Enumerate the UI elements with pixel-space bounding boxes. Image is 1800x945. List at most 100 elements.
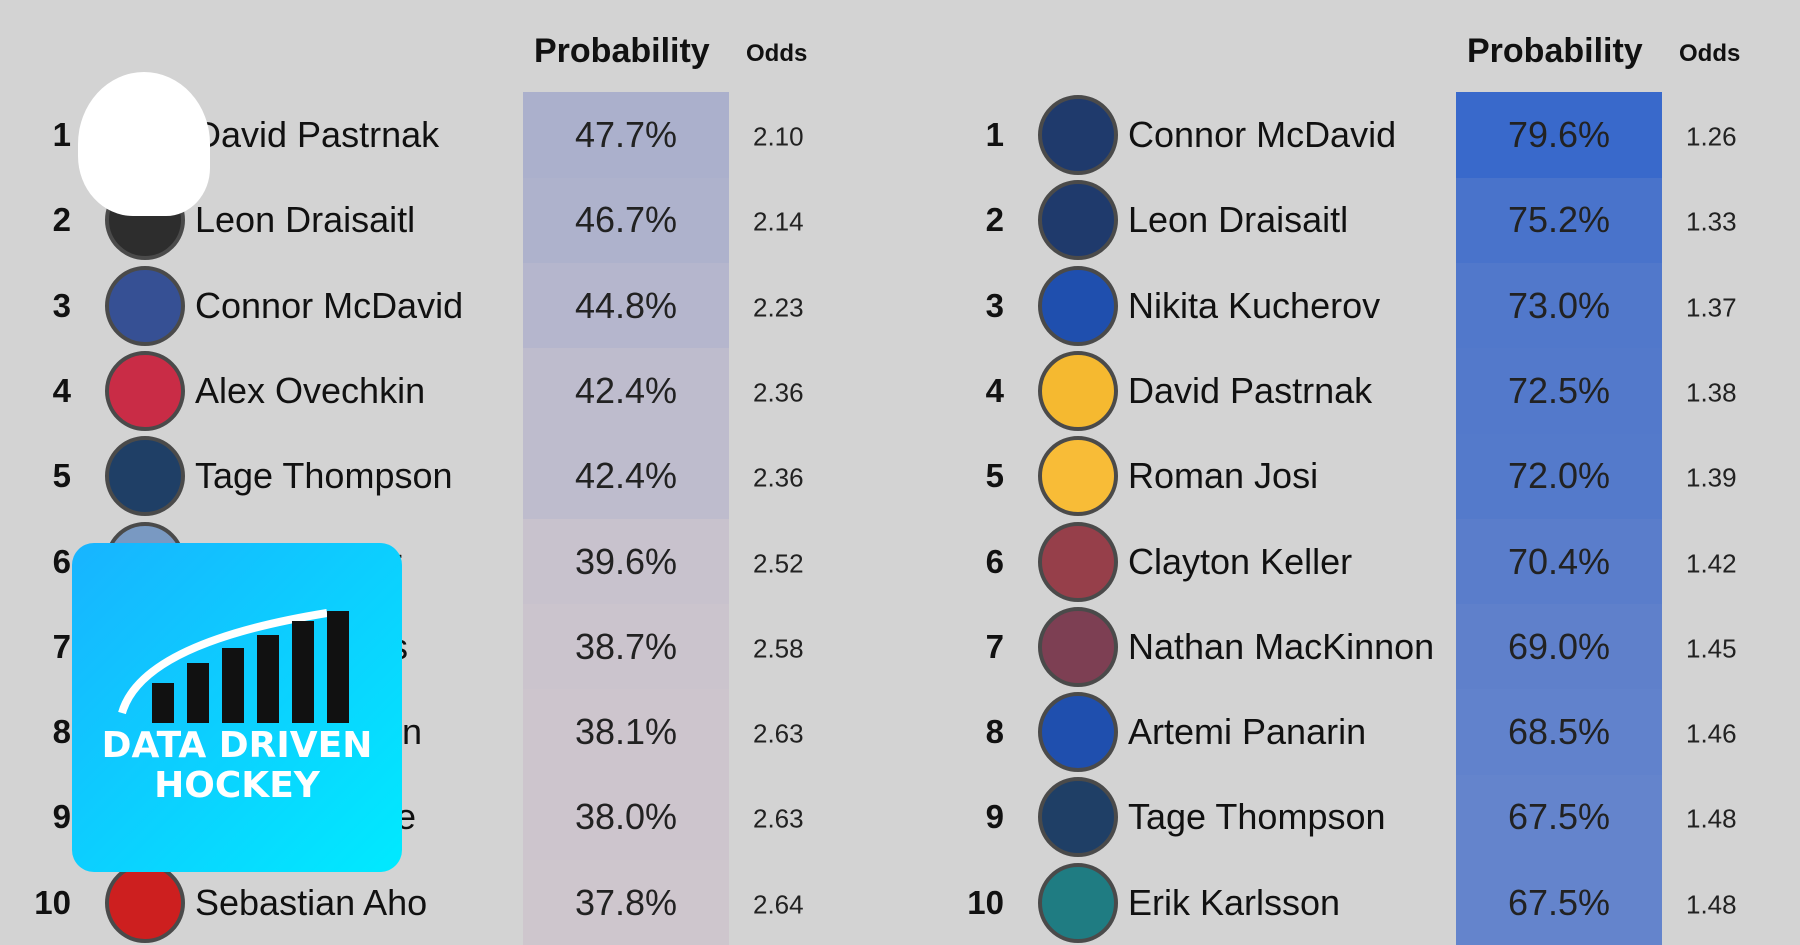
odds: 1.48 — [1686, 803, 1737, 834]
probability: 72.0% — [1507, 455, 1611, 497]
odds: 2.14 — [753, 206, 804, 237]
team-logo — [105, 265, 185, 346]
probability-cell — [1456, 518, 1662, 605]
player-name: Roman Josi — [1128, 455, 1319, 497]
player-name: Tage Thompson — [1128, 796, 1386, 838]
player-name: Connor McDavid — [195, 284, 464, 326]
team-logo — [105, 350, 185, 431]
probability: 70.4% — [1507, 540, 1611, 582]
odds: 2.23 — [753, 292, 804, 323]
logo-line: HOCKEY — [154, 765, 320, 806]
rank: 1 — [985, 116, 1004, 153]
odds: 2.10 — [753, 121, 804, 152]
probability: 47.7% — [574, 114, 678, 155]
probability: 44.8% — [574, 284, 678, 326]
probability-cell — [1456, 433, 1662, 520]
probability: 67.5% — [1507, 796, 1611, 838]
team-logo — [1038, 180, 1118, 261]
column-header: Probability — [534, 32, 710, 70]
odds: 2.63 — [753, 718, 804, 749]
team-logo — [1038, 777, 1118, 858]
overlay-blob — [78, 72, 210, 216]
team-logo — [105, 436, 185, 517]
probability: 42.4% — [574, 455, 678, 497]
probability-cell — [523, 433, 729, 520]
team-logo — [1038, 606, 1118, 687]
odds: 2.36 — [753, 377, 804, 408]
probability: 79.6% — [1507, 114, 1611, 155]
probability-cell — [523, 774, 729, 861]
probability-cell — [1456, 774, 1662, 861]
rank: 6 — [52, 542, 71, 580]
probability-cell — [523, 860, 729, 945]
probability-cell — [1456, 604, 1662, 690]
rank: 7 — [52, 627, 71, 665]
probability: 75.2% — [1507, 199, 1611, 241]
odds: 2.36 — [753, 462, 804, 493]
column-header: Probability — [1467, 32, 1643, 70]
probability: 69.0% — [1507, 625, 1611, 667]
rank: 9 — [985, 798, 1004, 836]
probability: 37.8% — [574, 881, 678, 923]
rank: 8 — [985, 713, 1004, 751]
rank: 4 — [985, 371, 1004, 409]
odds: 1.45 — [1686, 633, 1737, 664]
column-header: Odds — [746, 40, 808, 67]
rank: 3 — [985, 286, 1004, 324]
probability: 38.0% — [574, 796, 678, 838]
odds: 2.58 — [753, 633, 804, 664]
probability-cell — [1456, 177, 1662, 264]
rank: 2 — [985, 201, 1004, 239]
probability-cell — [1456, 348, 1662, 435]
odds: 1.46 — [1686, 718, 1737, 749]
probability-cell — [1456, 860, 1662, 945]
probability-cell — [1456, 92, 1662, 179]
rank: 2 — [52, 201, 71, 239]
logo-line: DATA DRIVEN — [101, 725, 373, 766]
probability: 46.7% — [574, 199, 678, 241]
player-name: Nathan MacKinnon — [1128, 625, 1435, 667]
column-header: Odds — [1679, 40, 1741, 67]
team-logo — [1038, 350, 1118, 431]
probability-cell — [523, 604, 729, 690]
probability-cell — [523, 92, 729, 179]
probability: 68.5% — [1507, 711, 1611, 753]
team-logo — [1038, 95, 1118, 175]
player-name: David Pastrnak — [195, 114, 440, 155]
probability: 72.5% — [1507, 369, 1611, 411]
player-name: Nikita Kucherov — [1128, 284, 1381, 326]
rank: 3 — [52, 286, 71, 324]
rank: 4 — [52, 371, 71, 409]
odds: 1.38 — [1686, 377, 1737, 408]
player-name: Leon Draisaitl — [1128, 199, 1349, 241]
odds: 1.37 — [1686, 292, 1737, 323]
player-name: Alex Ovechkin — [195, 369, 426, 411]
probability-cell — [523, 348, 729, 435]
probability: 67.5% — [1507, 881, 1611, 923]
rank: 1 — [52, 116, 71, 153]
team-logo — [105, 862, 185, 943]
probability-cell — [523, 689, 729, 776]
player-name: Artemi Panarin — [1128, 711, 1367, 753]
odds: 1.33 — [1686, 206, 1737, 237]
team-logo — [1038, 436, 1118, 517]
player-name: Erik Karlsson — [1128, 881, 1341, 923]
overlay-logo: DATA DRIVEN HOCKEY — [72, 543, 402, 872]
odds: 1.42 — [1686, 548, 1737, 578]
probability: 38.7% — [574, 625, 678, 667]
team-logo — [1038, 862, 1118, 943]
team-logo — [1038, 265, 1118, 346]
probability: 73.0% — [1507, 284, 1611, 326]
rank: 10 — [967, 883, 1004, 921]
rank: 5 — [985, 457, 1004, 495]
rank: 10 — [34, 883, 71, 921]
odds: 1.39 — [1686, 462, 1737, 493]
player-name: David Pastrnak — [1128, 369, 1373, 411]
rank: 9 — [52, 798, 71, 836]
probability: 42.4% — [574, 369, 678, 411]
rank: 6 — [985, 542, 1004, 580]
probability: 39.6% — [574, 540, 678, 582]
odds: 2.52 — [753, 548, 804, 578]
team-logo — [1038, 692, 1118, 773]
